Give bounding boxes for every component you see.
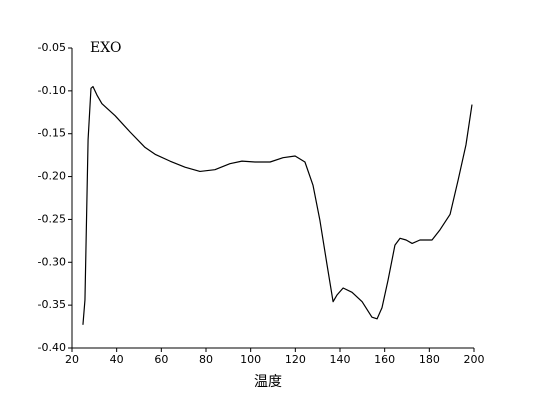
y-tick-label: -0.20 (38, 170, 66, 183)
x-tick-label: 40 (110, 353, 124, 366)
x-tick-label: 80 (199, 353, 213, 366)
x-tick-label: 160 (374, 353, 395, 366)
x-axis-label: 温度 (254, 374, 282, 390)
x-tick-label: 140 (330, 353, 351, 366)
x-tick-label: 120 (285, 353, 306, 366)
x-tick-label: 180 (419, 353, 440, 366)
y-tick-label: -0.10 (38, 84, 66, 97)
y-tick-label: -0.40 (38, 341, 66, 354)
annotation: EXO (90, 40, 121, 56)
x-tick-label: 100 (240, 353, 261, 366)
x-tick-label: 20 (65, 353, 79, 366)
y-tick-label: -0.35 (38, 298, 66, 311)
data-line (82, 85, 473, 325)
y-tick-label: -0.05 (38, 41, 66, 54)
y-tick-label: -0.25 (38, 212, 66, 225)
x-tick-label: 60 (154, 353, 168, 366)
y-tick-label: -0.15 (38, 127, 66, 140)
y-tick-label: -0.30 (38, 255, 66, 268)
x-tick-label: 200 (464, 353, 485, 366)
